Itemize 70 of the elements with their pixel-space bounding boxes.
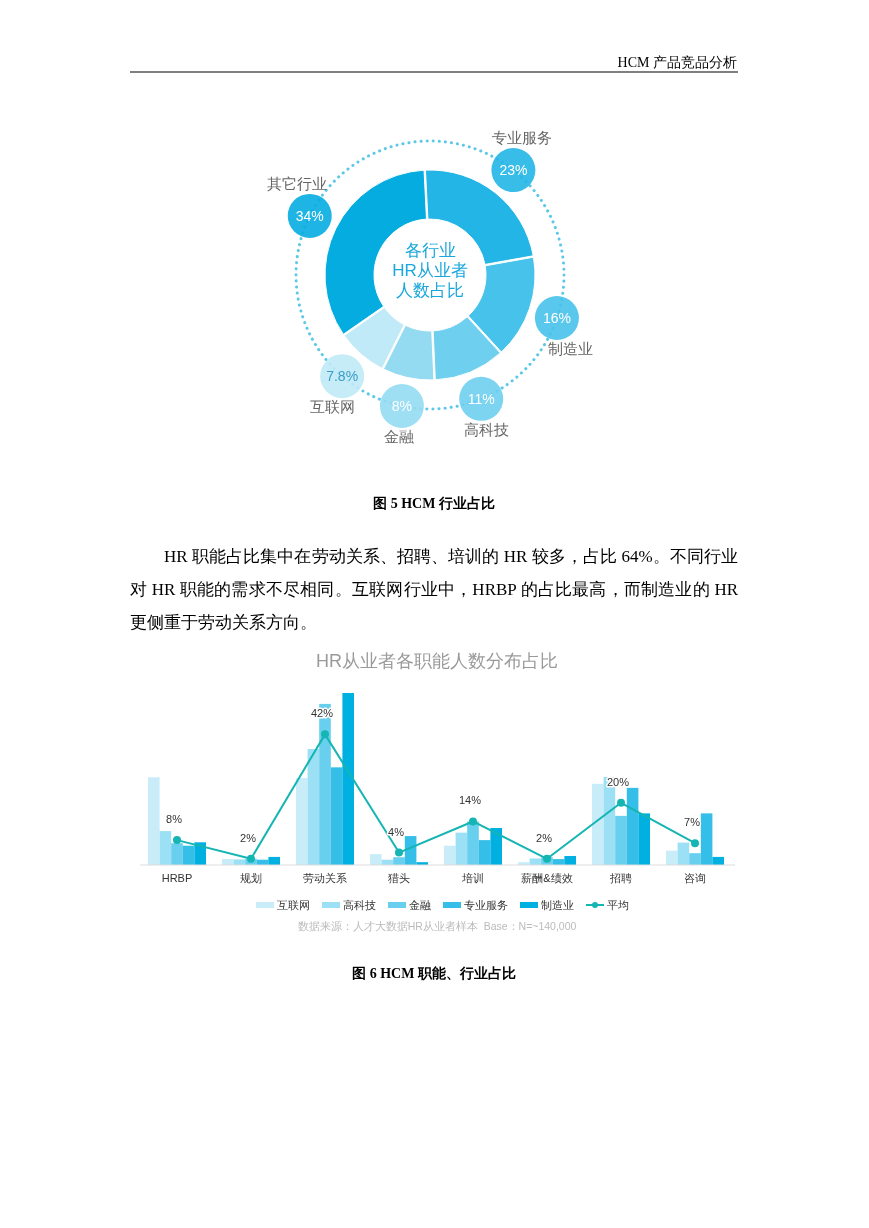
data-label: 34% — [295, 207, 324, 224]
data-label: 8% — [391, 398, 413, 415]
data-label: 7.8% — [326, 368, 359, 385]
point — [395, 848, 403, 857]
bar — [455, 832, 468, 865]
source-note: 数据来源：人才大数据HR从业者样本 Base：N=~140,000 — [297, 920, 577, 932]
slice-label: 高科技 — [464, 420, 510, 438]
legend-label: 金融 — [409, 899, 431, 911]
bar — [490, 827, 502, 865]
point — [247, 854, 255, 863]
x-tick-label: HRBP — [161, 872, 193, 884]
x-tick-label: 薪酬&绩效 — [521, 872, 573, 884]
x-tick-label: 培训 — [461, 872, 484, 884]
text: HR 职能占比集中在劳动关系、招聘、培训的 HR 较多，占比 64%。不同行业对 HR 职能的需求不尽相同。互联网行业中，HRBP 的占比最高，而制造业的 HR 更侧重于劳动关系方向。 — [130, 546, 738, 634]
legend-label: 平均 — [607, 899, 629, 911]
data-label: 2% — [536, 831, 553, 844]
point — [173, 836, 181, 845]
slice-label: 其它行业 — [267, 174, 328, 192]
caption: 图 6 HCM 职能、行业占比 — [352, 966, 516, 981]
x-tick-label: 招聘 — [609, 872, 632, 884]
bar — [444, 845, 456, 865]
legend-label: 制造业 — [541, 899, 574, 911]
data-label: 23% — [499, 162, 528, 179]
point — [469, 817, 477, 826]
legend-label: 专业服务 — [464, 899, 508, 911]
bar — [467, 821, 479, 865]
caption: 图 5 HCM 行业占比 — [373, 496, 495, 511]
x-tick-label: 猎头 — [388, 872, 410, 884]
bar — [307, 748, 320, 865]
bar — [393, 857, 405, 865]
point — [617, 798, 625, 807]
data-label: 11% — [467, 390, 495, 407]
bar — [171, 843, 183, 865]
slice-label: 金融 — [383, 428, 414, 446]
bar — [638, 813, 650, 865]
data-label: 4% — [388, 825, 405, 838]
legend-label: 高科技 — [343, 899, 376, 911]
text: HCM 产品竞品分析 — [617, 55, 737, 70]
bar — [564, 855, 576, 865]
slice-label: 制造业 — [547, 339, 593, 357]
bar — [666, 850, 678, 865]
data-label: 8% — [166, 813, 183, 826]
bar — [700, 813, 713, 865]
bar — [615, 815, 627, 865]
data-label: 2% — [240, 831, 257, 844]
bar — [330, 767, 343, 865]
bar — [370, 854, 382, 865]
point — [691, 839, 699, 848]
bar — [626, 787, 639, 865]
data-label: 14% — [458, 794, 482, 807]
bar — [478, 840, 491, 865]
bar — [342, 693, 354, 865]
bar — [159, 831, 172, 865]
chart-title: HR从业者各职能人数分布占比 — [316, 651, 558, 671]
x-tick-label: 咨询 — [684, 872, 706, 884]
text: 各行业HR从业者人数占比 — [392, 241, 468, 301]
bar — [148, 777, 160, 865]
bar — [296, 777, 308, 865]
point — [321, 730, 329, 739]
legend-label: 互联网 — [277, 899, 310, 911]
bar — [592, 783, 604, 865]
x-tick-label: 规划 — [240, 872, 262, 884]
bar — [194, 842, 206, 865]
data-label: 20% — [606, 775, 630, 788]
slice-label: 互联网 — [310, 398, 356, 416]
data-label: 16% — [542, 309, 571, 326]
bar — [689, 853, 701, 865]
x-tick-label: 劳动关系 — [303, 872, 347, 884]
slice-label: 专业服务 — [492, 129, 553, 147]
data-label: 7% — [684, 816, 701, 829]
